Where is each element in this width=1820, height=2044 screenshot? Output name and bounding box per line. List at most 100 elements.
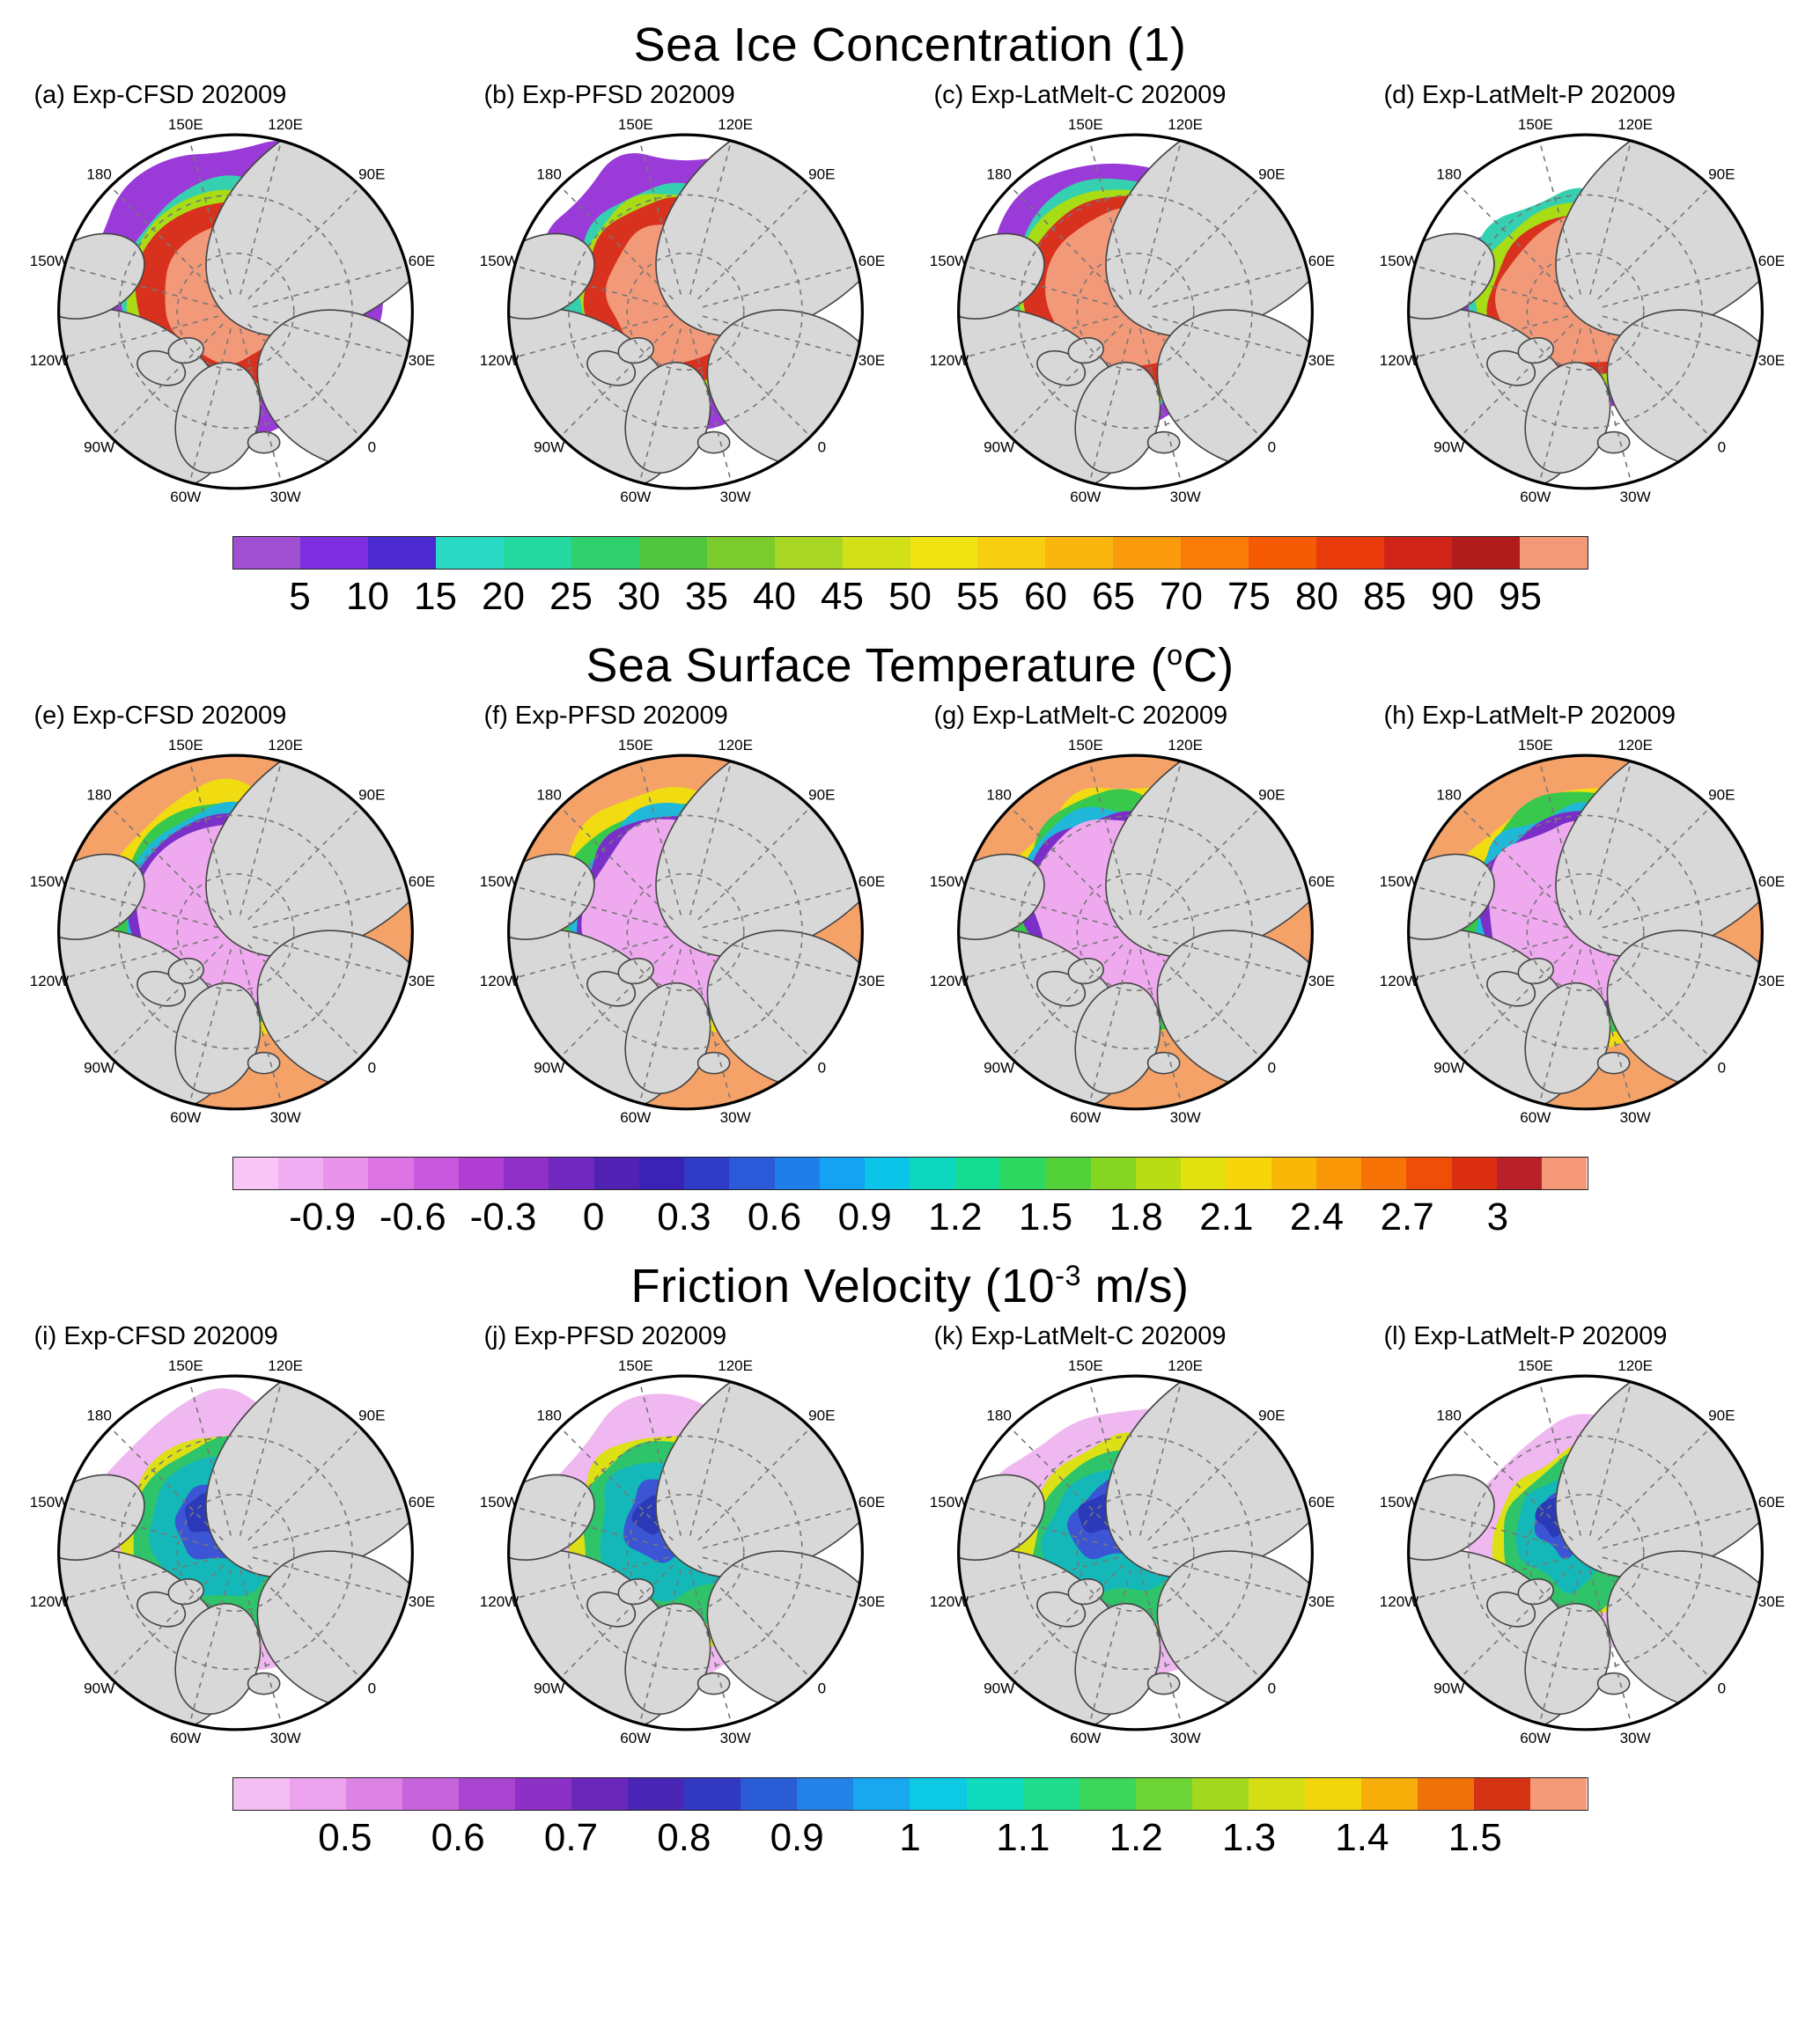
svg-text:150E: 150E <box>167 1357 203 1374</box>
graticule <box>963 1381 1307 1724</box>
svg-text:30W: 30W <box>719 489 751 505</box>
svg-text:60W: 60W <box>1070 489 1102 505</box>
svg-text:30E: 30E <box>858 352 884 369</box>
colorbar-cell <box>1361 1778 1418 1810</box>
colorbar-tick: 35 <box>685 575 728 618</box>
colorbar-cell <box>1135 1778 1192 1810</box>
svg-text:60W: 60W <box>1520 1109 1551 1126</box>
colorbar-cell <box>638 1158 685 1189</box>
svg-text:150W: 150W <box>1379 873 1418 890</box>
map-boundary <box>56 1374 414 1732</box>
svg-text:150W: 150W <box>929 253 969 269</box>
colorbar-cell <box>774 537 843 569</box>
panel-row: (a) Exp-CFSD 202009 150E 120E 90E 60E 30E 0 30W… <box>0 76 1820 527</box>
svg-text:150W: 150W <box>479 253 519 269</box>
colorbar-tick: 85 <box>1363 575 1406 618</box>
svg-text:90E: 90E <box>1258 166 1285 183</box>
colorbar-cell <box>458 1778 515 1810</box>
svg-text:90E: 90E <box>808 787 835 804</box>
colorbar-cell <box>413 1158 459 1189</box>
longitude-labels: 150E 120E 90E 60E 30E 0 30W 60W 90W 120W 150W 180 <box>1379 1357 1784 1746</box>
map-panel: (a) Exp-CFSD 202009 150E 120E 90E 60E 30E 0 30W… <box>13 76 458 527</box>
colorbar-tick: 0 <box>582 1195 605 1239</box>
colorbar-cell <box>1248 1778 1305 1810</box>
svg-text:180: 180 <box>1436 1408 1461 1424</box>
svg-text:60E: 60E <box>1757 253 1784 269</box>
map-panel: (f) Exp-PFSD 202009 150E 120E 90E 60E 30E 0 30W… <box>463 696 908 1148</box>
colorbar-cell <box>1271 1158 1316 1189</box>
svg-text:60E: 60E <box>408 873 434 890</box>
svg-text:150W: 150W <box>479 873 519 890</box>
svg-text:30E: 30E <box>1308 1593 1334 1610</box>
svg-text:120E: 120E <box>268 116 303 133</box>
svg-text:90E: 90E <box>1708 1408 1735 1424</box>
svg-text:30W: 30W <box>1169 489 1201 505</box>
panel-label: (c) Exp-LatMelt-C 202009 <box>933 81 1227 109</box>
map-boundary <box>956 754 1314 1111</box>
colorbar-cell <box>729 1158 775 1189</box>
svg-text:30W: 30W <box>269 489 301 505</box>
svg-text:90W: 90W <box>984 438 1015 455</box>
svg-text:0: 0 <box>817 438 826 455</box>
colorbar-cell <box>277 1158 324 1189</box>
svg-text:120E: 120E <box>1617 116 1653 133</box>
svg-text:60W: 60W <box>620 1730 652 1746</box>
svg-text:30E: 30E <box>858 1593 884 1610</box>
colorbar-cell <box>977 537 1046 569</box>
svg-text:180: 180 <box>536 1408 561 1424</box>
panel-label: (h) Exp-LatMelt-P 202009 <box>1383 702 1676 730</box>
svg-text:150W: 150W <box>1379 253 1418 269</box>
svg-text:0: 0 <box>1267 1680 1276 1696</box>
colorbar-cell <box>797 1778 854 1810</box>
colorbar-cell <box>345 1778 402 1810</box>
panel-label: (j) Exp-PFSD 202009 <box>483 1322 727 1350</box>
svg-text:120E: 120E <box>718 116 753 133</box>
colorbar-cell <box>1530 1778 1588 1810</box>
svg-text:30E: 30E <box>1757 1593 1784 1610</box>
svg-text:150E: 150E <box>1067 116 1102 133</box>
colorbar-cell <box>1519 537 1588 569</box>
svg-text:150W: 150W <box>929 873 969 890</box>
colorbar-cell <box>706 537 775 569</box>
svg-text:90W: 90W <box>534 1059 565 1076</box>
polar-map: 150E 120E 90E 60E 30E 0 30W 60W 90W 120W 150W 180 <box>29 737 434 1126</box>
svg-text:60E: 60E <box>1308 253 1334 269</box>
colorbar-cell <box>402 1778 459 1810</box>
colorbar-tick: 1.4 <box>1335 1816 1389 1859</box>
landmasses <box>1408 135 1762 489</box>
colorbar-cell <box>853 1778 910 1810</box>
svg-text:120E: 120E <box>718 1357 753 1374</box>
polar-map: 150E 120E 90E 60E 30E 0 30W 60W 90W 120W 150W 180 <box>929 737 1334 1126</box>
colorbar-tick: -0.9 <box>289 1195 357 1239</box>
colorbar-tick: 1.5 <box>1448 1816 1502 1859</box>
svg-text:150E: 150E <box>1517 116 1552 133</box>
svg-text:60W: 60W <box>620 489 652 505</box>
colorbar-cell <box>954 1158 1001 1189</box>
map-boundary <box>1406 1374 1764 1732</box>
colorbar-tick: 2.7 <box>1380 1195 1434 1239</box>
svg-text:30W: 30W <box>1169 1730 1201 1746</box>
colorbar-tick-labels: 0.5 0.6 0.7 0.8 0.9 1 1.1 1.2 1.3 1.4 1.5 <box>232 1811 1588 1865</box>
colorbar-tick: 0.6 <box>431 1816 485 1859</box>
graticule <box>63 1381 407 1724</box>
colorbar-tick: 2.1 <box>1199 1195 1254 1239</box>
colorbar-tick: -0.6 <box>379 1195 446 1239</box>
section-title: Sea Surface Temperature (oC) <box>0 638 1820 693</box>
graticule <box>513 140 857 483</box>
svg-text:150W: 150W <box>929 1494 969 1511</box>
svg-text:90W: 90W <box>1433 1680 1465 1696</box>
svg-text:150E: 150E <box>1067 1357 1102 1374</box>
colorbar-cell <box>1181 1158 1227 1189</box>
svg-text:120E: 120E <box>1617 1357 1653 1374</box>
colorbar-tick: 45 <box>821 575 864 618</box>
graticule <box>1413 761 1757 1104</box>
colorbar-cell <box>1304 1778 1362 1810</box>
graticule <box>63 140 407 483</box>
svg-text:30E: 30E <box>408 352 434 369</box>
panel-row: (e) Exp-CFSD 202009 150E 120E 90E 60E 30E 0 30W… <box>0 696 1820 1148</box>
svg-text:30E: 30E <box>408 973 434 989</box>
colorbar-cell <box>368 1158 414 1189</box>
polar-map: 150E 120E 90E 60E 30E 0 30W 60W 90W 120W 150W 180 <box>929 1357 1334 1746</box>
colorbar-cell <box>1316 537 1384 569</box>
svg-text:150E: 150E <box>1517 737 1552 754</box>
